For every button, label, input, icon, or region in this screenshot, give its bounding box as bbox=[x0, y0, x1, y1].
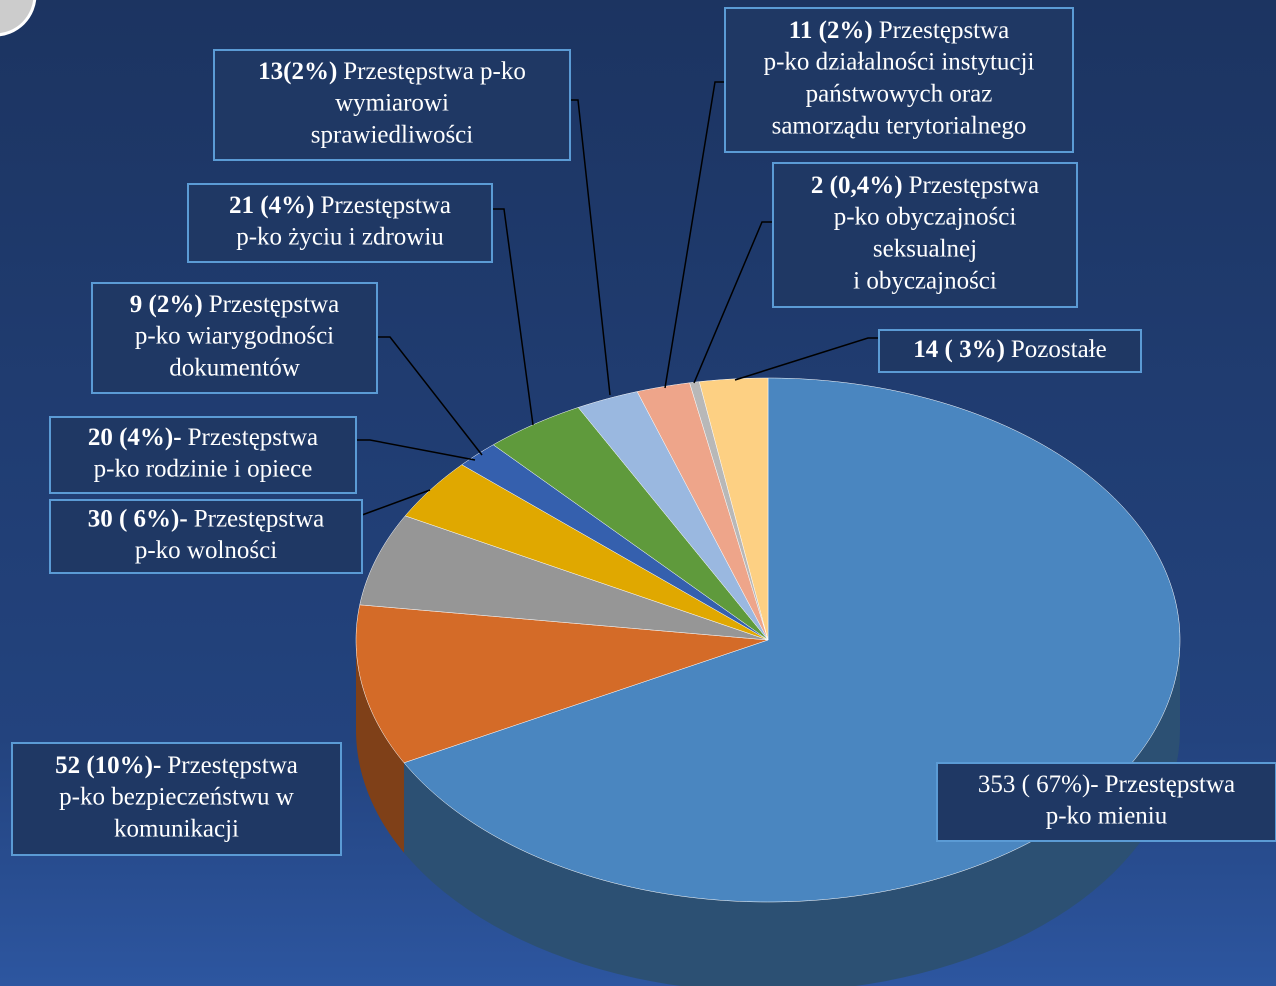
value-label: 52 (10%)- bbox=[55, 752, 161, 779]
category-label: seksualnej bbox=[873, 236, 977, 263]
category-label: wymiarowi bbox=[335, 90, 449, 117]
value-label: 20 (4%)- bbox=[88, 424, 182, 451]
value-label: 2 (0,4%) bbox=[811, 172, 903, 199]
label-line: 20 (4%)- Przestępstwa bbox=[88, 424, 318, 451]
label-line: 52 (10%)- Przestępstwa bbox=[55, 752, 298, 779]
label-box bbox=[187, 183, 493, 263]
pie-side bbox=[356, 640, 405, 853]
pie-slice bbox=[492, 407, 769, 641]
pie-slice bbox=[461, 444, 769, 641]
leader-line bbox=[570, 99, 611, 396]
category-label: Przestępstwa bbox=[320, 192, 451, 219]
category-label: p-ko bezpieczeństwu w bbox=[59, 784, 294, 811]
label-line: 2 (0,4%) Przestępstwa bbox=[811, 172, 1039, 199]
category-label: dokumentów bbox=[169, 355, 300, 382]
label-box bbox=[772, 162, 1078, 308]
category-label: p-ko działalności instytucji bbox=[764, 49, 1035, 76]
label-line: 9 (2%) Przestępstwa bbox=[130, 291, 339, 318]
pie-slice bbox=[355, 604, 769, 764]
category-label: p-ko życiu i zdrowiu bbox=[236, 224, 444, 251]
label-line: 11 (2%) Przestępstwa bbox=[789, 17, 1010, 44]
leader-line bbox=[734, 337, 879, 381]
label-line: 14 ( 3%) Pozostałe bbox=[913, 336, 1106, 363]
label-box bbox=[724, 7, 1074, 153]
category-label: Przestępstwa bbox=[188, 424, 319, 451]
label-line: 21 (4%) Przestępstwa bbox=[229, 192, 451, 219]
leader-line bbox=[356, 439, 476, 461]
leader-line bbox=[377, 336, 483, 456]
category-label: p-ko wiarygodności bbox=[135, 323, 334, 350]
pie-slice bbox=[359, 515, 769, 641]
category-label: państwowych oraz bbox=[806, 81, 993, 108]
category-label: Przestępstwa bbox=[879, 17, 1010, 44]
label-box bbox=[213, 49, 571, 161]
category-label: Pozostałe bbox=[1011, 336, 1107, 363]
label-box bbox=[11, 742, 342, 856]
pie-side bbox=[404, 640, 1180, 986]
pie-slice bbox=[404, 464, 769, 641]
label-box bbox=[49, 499, 363, 574]
value-label: 11 (2%) bbox=[789, 17, 873, 44]
category-label: Przestępstwa bbox=[1105, 771, 1236, 798]
label-line: 30 ( 6%)- Przestępstwa bbox=[88, 505, 325, 532]
category-label: Przestępstwa bbox=[209, 291, 340, 318]
label-box bbox=[49, 416, 357, 494]
value-label: 21 (4%) bbox=[229, 192, 314, 219]
category-label: Przestępstwa p-ko bbox=[343, 58, 526, 85]
category-label: p-ko rodzinie i opiece bbox=[94, 456, 313, 483]
leader-line bbox=[361, 489, 431, 516]
category-label: Przestępstwa bbox=[194, 505, 325, 532]
label-box bbox=[878, 329, 1142, 373]
category-label: Przestępstwa bbox=[167, 752, 298, 779]
category-label: Przestępstwa bbox=[909, 172, 1040, 199]
category-label: i obyczajności bbox=[853, 268, 997, 295]
value-label: 13(2%) bbox=[258, 58, 337, 85]
category-label: samorządu terytorialnego bbox=[772, 113, 1027, 140]
leader-line bbox=[693, 221, 773, 384]
value-label: 14 ( 3%) bbox=[913, 336, 1005, 363]
category-label: komunikacji bbox=[114, 816, 239, 843]
label-line: 353 ( 67%)- Przestępstwa bbox=[978, 771, 1235, 798]
label-box bbox=[91, 282, 378, 394]
value-label: 30 ( 6%)- bbox=[88, 505, 188, 532]
leader-line bbox=[492, 208, 534, 426]
pie bbox=[355, 377, 1181, 986]
pie-slice bbox=[577, 391, 769, 641]
leader-line bbox=[664, 81, 725, 389]
category-label: p-ko obyczajności bbox=[834, 204, 1017, 231]
pie-slice bbox=[636, 382, 769, 641]
value-label: 9 (2%) bbox=[130, 291, 203, 318]
label-box bbox=[936, 762, 1276, 842]
category-label: p-ko wolności bbox=[135, 537, 277, 564]
label-line: 13(2%) Przestępstwa p-ko bbox=[258, 58, 526, 85]
logo bbox=[0, 0, 37, 37]
pie-slice bbox=[698, 377, 769, 641]
category-label: sprawiedliwości bbox=[311, 122, 474, 149]
value-label: 353 ( 67%)- bbox=[978, 771, 1099, 798]
category-label: p-ko mieniu bbox=[1046, 803, 1168, 830]
